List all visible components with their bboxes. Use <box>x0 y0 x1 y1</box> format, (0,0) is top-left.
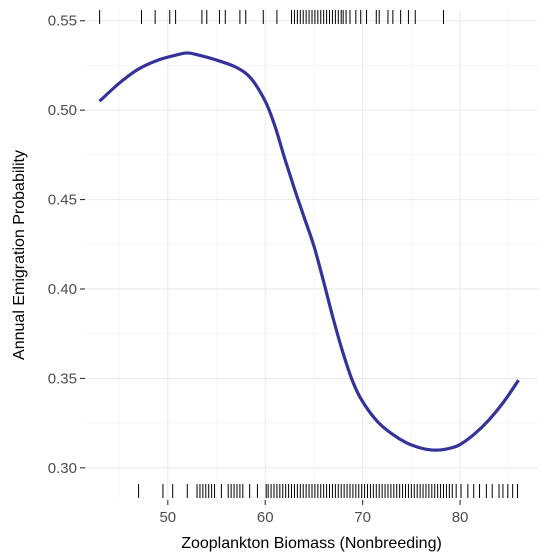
x-tick-label: 50 <box>159 509 176 526</box>
y-axis-title: Annual Emigration Probability <box>11 150 28 360</box>
series-line <box>98 51 520 452</box>
y-tick-label: 0.55 <box>48 13 77 30</box>
x-tick-label: 80 <box>452 509 469 526</box>
grid-lines <box>85 10 538 500</box>
y-axis-ticks: 0.30 0.35 0.40 0.45 0.50 0.55 <box>48 13 85 477</box>
y-tick-label: 0.45 <box>48 192 77 209</box>
y-tick-label: 0.40 <box>48 281 77 298</box>
series-lines <box>98 51 520 452</box>
x-tick-label: 60 <box>257 509 274 526</box>
y-tick-label: 0.50 <box>48 102 77 119</box>
y-tick-label: 0.35 <box>48 370 77 387</box>
x-axis-ticks: 50 60 70 80 <box>159 500 468 526</box>
x-axis-title: Zooplankton Biomass (Nonbreeding) <box>181 535 442 552</box>
x-tick-label: 70 <box>354 509 371 526</box>
y-tick-label: 0.30 <box>48 460 77 477</box>
rug-marks <box>99 10 519 498</box>
